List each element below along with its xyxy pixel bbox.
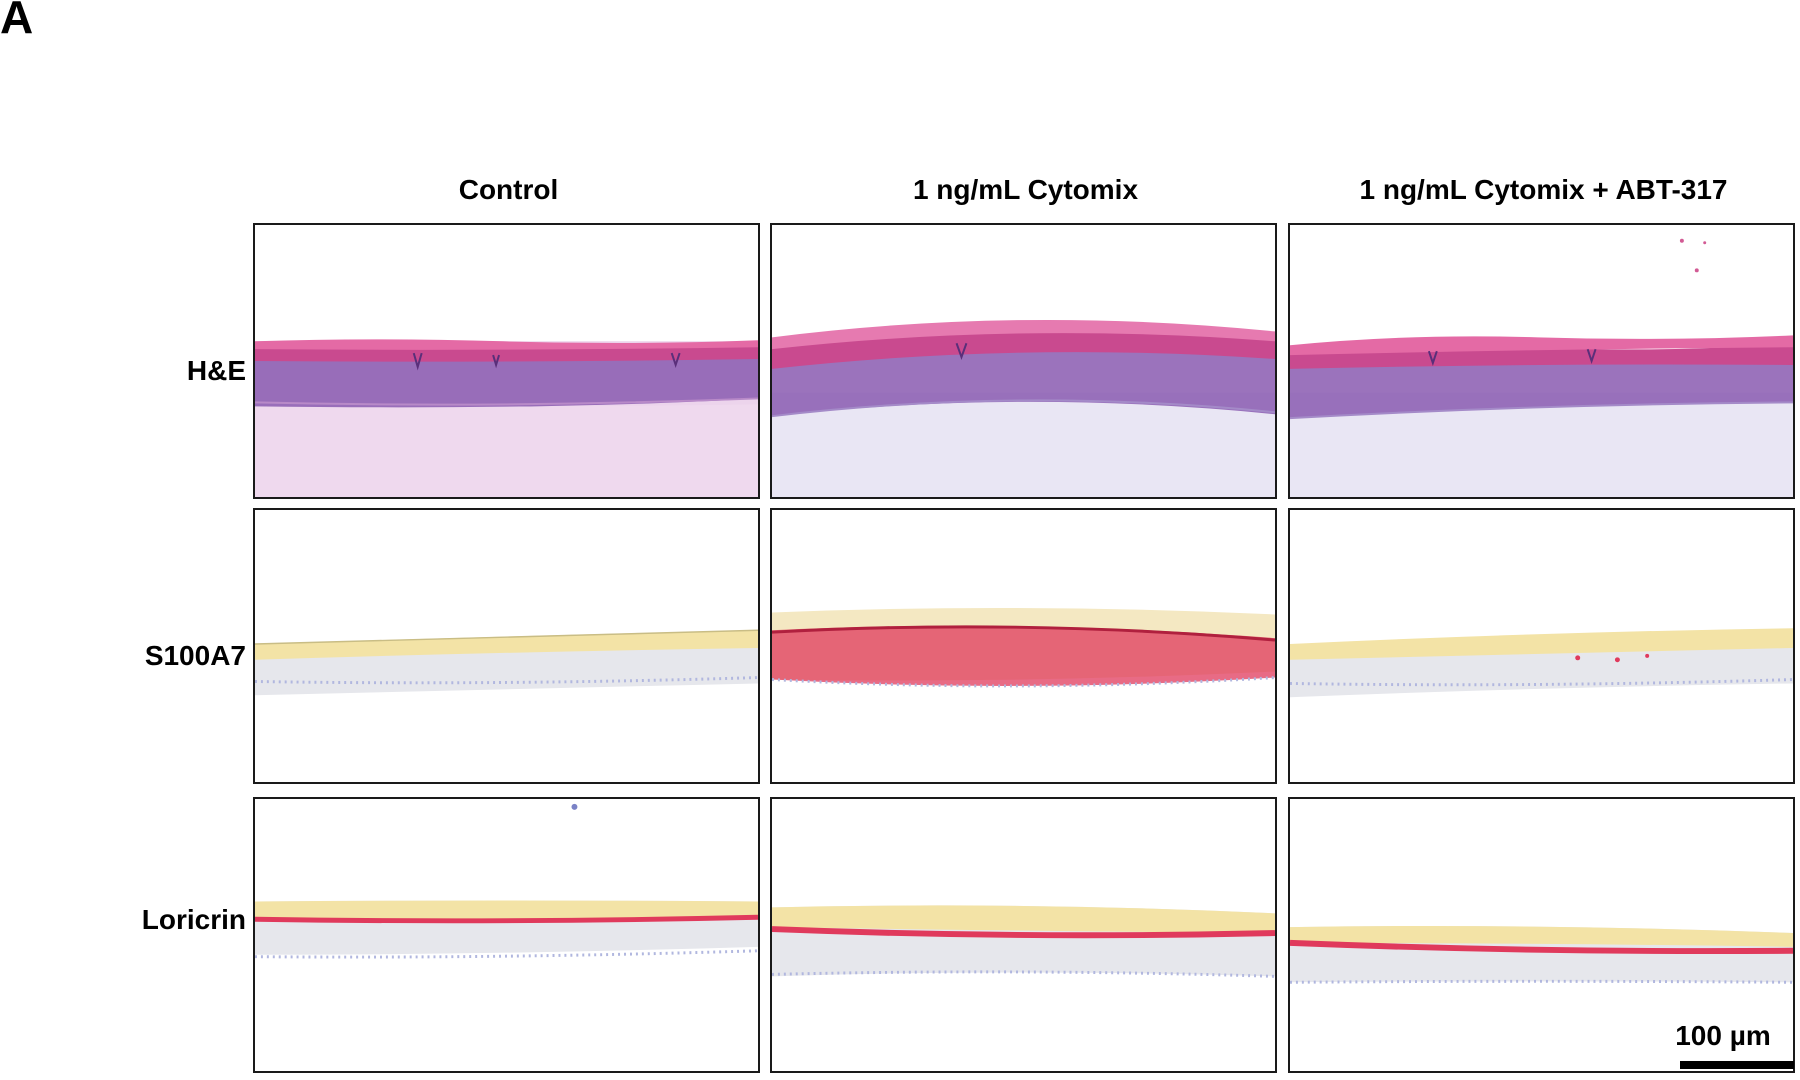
row-label-s100a7: S100A7 (144, 640, 246, 671)
tile-he-control (253, 223, 760, 499)
column-header-cytomix-abt317: 1 ng/mL Cytomix + ABT-317 (1359, 174, 1728, 205)
tile-loricrin-control (253, 797, 760, 1073)
column-header-control: Control (458, 174, 559, 205)
tile-s100a7-cytomix-abt317 (1288, 508, 1795, 784)
tile-s100a7-cytomix (770, 508, 1277, 784)
row-label-loricrin: Loricrin (141, 904, 246, 935)
tile-he-cytomix-abt317 (1288, 223, 1795, 499)
column-header-cytomix: 1 ng/mL Cytomix (912, 174, 1139, 205)
tile-loricrin-cytomix-abt317 (1288, 797, 1795, 1073)
tile-loricrin-cytomix (770, 797, 1277, 1073)
panel-letter: A (0, 0, 34, 43)
row-label-he: H&E (186, 355, 246, 386)
scale-bar-label: 100 µm (1675, 1020, 1771, 1051)
tile-s100a7-control (253, 508, 760, 784)
tile-he-cytomix (770, 223, 1277, 499)
scale-bar (1680, 1061, 1794, 1069)
